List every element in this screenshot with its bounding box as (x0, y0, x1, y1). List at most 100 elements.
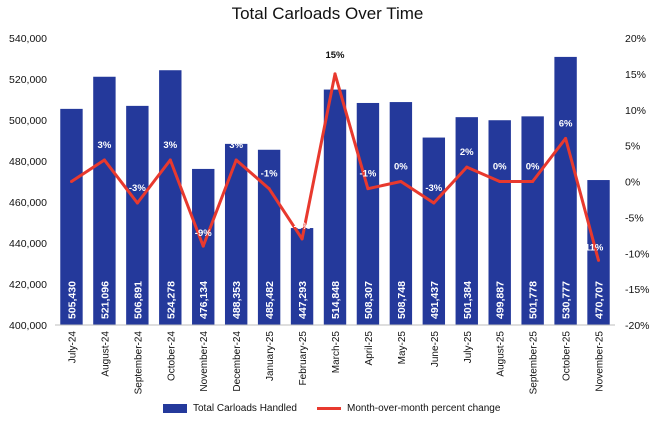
bar (356, 102, 380, 326)
line-point (432, 201, 436, 205)
y2-tick-label: 5% (625, 141, 640, 153)
bar-value-label: 470,707 (594, 281, 606, 319)
bar (587, 180, 610, 325)
bar (257, 149, 281, 325)
pct-label: -9% (195, 228, 212, 239)
pct-label: 2% (460, 147, 474, 158)
y-tick-label: 520,000 (9, 74, 47, 86)
pct-label: 15% (325, 50, 345, 61)
bar (521, 116, 544, 325)
x-tick-label: October-24 (166, 331, 177, 381)
x-tick-label: June-25 (430, 331, 441, 368)
y-tick-label: 400,000 (9, 320, 47, 332)
line-point (366, 187, 370, 191)
line-point (135, 201, 139, 205)
x-tick-label: February-25 (298, 331, 309, 386)
y-tick-label: 420,000 (9, 279, 47, 291)
pct-label: -3% (129, 183, 146, 194)
line-point (168, 158, 172, 162)
bar (126, 105, 149, 326)
bar-value-label: 501,778 (528, 281, 540, 319)
line-point (201, 244, 205, 248)
x-tick-label: August-25 (496, 331, 507, 377)
line-point (267, 187, 271, 191)
bar (488, 120, 511, 325)
y2-tick-label: 20% (625, 33, 646, 45)
bar (93, 76, 116, 325)
bar-value-label: 485,482 (264, 281, 276, 319)
y2-tick-label: -10% (625, 248, 650, 260)
bar-value-label: 524,278 (165, 281, 177, 319)
y2-tick-label: -5% (625, 212, 644, 224)
x-tick-label: January-25 (265, 331, 276, 381)
pct-label: 0% (394, 162, 408, 173)
bar (554, 56, 577, 325)
bar (290, 228, 314, 325)
pct-label: 3% (163, 140, 177, 151)
bar (389, 102, 413, 326)
x-tick-label: April-25 (364, 331, 375, 366)
line-point (531, 180, 535, 183)
legend: Total Carloads Handled Month-over-month … (0, 403, 655, 419)
bar-value-label: 508,307 (363, 281, 375, 319)
bar-value-label: 488,353 (231, 281, 243, 319)
legend-swatch-bars (163, 404, 187, 413)
pct-label: -11% (582, 242, 604, 253)
bar-value-label: 506,891 (132, 281, 144, 319)
pct-label: -3% (425, 183, 442, 194)
legend-item-bars: Total Carloads Handled (163, 403, 297, 414)
y2-tick-label: 10% (625, 105, 646, 117)
x-tick-label: September-24 (133, 331, 144, 395)
bar-value-label: 505,430 (66, 281, 78, 319)
line-point (69, 180, 73, 183)
bar (224, 143, 248, 325)
x-tick-label: November-25 (595, 331, 606, 392)
line-point (498, 180, 502, 183)
line-point (465, 165, 469, 169)
line-point (597, 258, 601, 262)
bar (159, 70, 182, 325)
pct-label: 3% (229, 140, 243, 151)
bar (60, 108, 83, 325)
bar-value-label: 491,437 (429, 281, 441, 319)
chart-title: Total Carloads Over Time (231, 4, 424, 23)
y-tick-label: 480,000 (9, 156, 47, 168)
y2-tick-label: 15% (625, 69, 646, 81)
pct-label: 6% (559, 118, 573, 129)
bar (323, 89, 347, 325)
line-point (102, 158, 106, 162)
bar-value-label: 476,134 (198, 281, 210, 319)
legend-swatch-line (317, 407, 341, 410)
x-tick-label: March-25 (331, 331, 342, 374)
bar-value-label: 447,293 (297, 281, 309, 319)
y-tick-label: 440,000 (9, 238, 47, 250)
y2-tick-label: 0% (625, 177, 640, 189)
bar-value-label: 530,777 (561, 281, 573, 319)
line-point (333, 72, 337, 76)
line-point (399, 180, 403, 183)
bar-value-label: 499,887 (495, 281, 507, 319)
x-tick-label: November-24 (199, 331, 210, 392)
pct-label: -8% (294, 221, 311, 232)
x-tick-label: September-25 (529, 331, 540, 395)
bar (422, 137, 446, 325)
x-tick-label: August-24 (100, 331, 111, 377)
y2-tick-label: -20% (625, 320, 650, 332)
pct-label: 3% (98, 140, 112, 151)
y-tick-label: 540,000 (9, 33, 47, 45)
bar-value-label: 508,748 (396, 281, 408, 319)
x-tick-label: May-25 (397, 331, 408, 365)
pct-label: 0% (526, 162, 540, 173)
line-point (234, 158, 238, 162)
y-tick-label: 500,000 (9, 115, 47, 127)
y2-tick-label: -15% (625, 284, 650, 296)
pct-label: 0% (493, 162, 507, 173)
x-tick-label: July-25 (463, 331, 474, 364)
pct-label: -1% (359, 169, 376, 180)
bar-value-label: 521,096 (99, 281, 111, 319)
legend-label-line: Month-over-month percent change (347, 403, 501, 414)
y-tick-label: 460,000 (9, 197, 47, 209)
bar-value-label: 501,384 (462, 281, 474, 319)
line-point (300, 237, 304, 241)
